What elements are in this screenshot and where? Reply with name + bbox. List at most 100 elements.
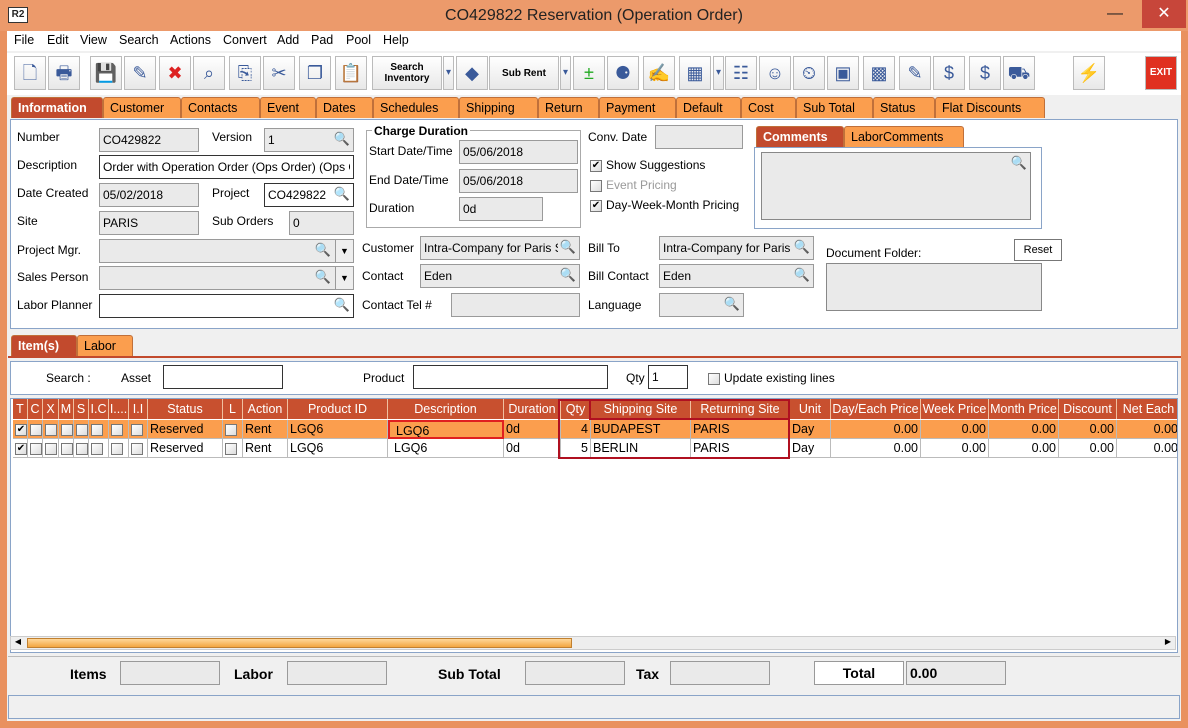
cell-flag-7[interactable] bbox=[129, 420, 148, 439]
checkbox[interactable] bbox=[590, 179, 602, 192]
cell-flag-6[interactable] bbox=[109, 439, 129, 458]
checkbox[interactable] bbox=[61, 442, 73, 455]
update-existing-lines-checkbox[interactable]: Update existing lines bbox=[708, 371, 835, 385]
tab-contacts[interactable]: Contacts bbox=[181, 97, 260, 118]
column-header-10[interactable]: Action bbox=[243, 399, 288, 419]
column-header-2[interactable]: X bbox=[43, 399, 59, 419]
labor-planner-field[interactable]: 🔍 bbox=[99, 294, 354, 318]
scroll-left-icon[interactable]: ◀ bbox=[14, 637, 22, 646]
checkbox[interactable]: ✔ bbox=[590, 159, 602, 172]
money-notes-button[interactable]: $ bbox=[969, 56, 1001, 90]
smiley-button[interactable]: ☺ bbox=[759, 56, 791, 90]
version-field[interactable]: 1 🔍 bbox=[264, 128, 354, 152]
cell-flag-3[interactable] bbox=[59, 420, 74, 439]
language-field[interactable]: 🔍 bbox=[659, 293, 744, 317]
tab-shipping[interactable]: Shipping bbox=[459, 97, 538, 118]
start-field[interactable]: 05/06/2018 bbox=[459, 140, 578, 164]
dropdown-button[interactable]: ▾ bbox=[713, 56, 724, 90]
checkbox[interactable] bbox=[76, 442, 88, 455]
search-icon[interactable]: 🔍 bbox=[793, 267, 810, 282]
cell-L[interactable] bbox=[223, 439, 243, 458]
table-row[interactable] bbox=[13, 420, 1177, 439]
grid-chart-button[interactable]: ▩ bbox=[863, 56, 895, 90]
column-header-0[interactable]: T bbox=[13, 399, 28, 419]
column-header-4[interactable]: S bbox=[74, 399, 89, 419]
search-icon[interactable]: 🔍 bbox=[559, 267, 576, 282]
checkbox[interactable] bbox=[225, 423, 237, 436]
menu-edit[interactable]: Edit bbox=[47, 33, 69, 47]
cell-flag-1[interactable] bbox=[28, 420, 43, 439]
tab-sub-total[interactable]: Sub Total bbox=[796, 97, 873, 118]
comments-tab-1[interactable]: LaborComments bbox=[844, 126, 964, 147]
column-header-22[interactable]: Net Each bbox=[1117, 399, 1177, 419]
column-header-19[interactable]: Week Price bbox=[921, 399, 989, 419]
search-icon[interactable]: 🔍 bbox=[333, 186, 350, 201]
cell-flag-2[interactable] bbox=[43, 420, 59, 439]
tab-information[interactable]: Information bbox=[11, 97, 103, 118]
save-button[interactable]: 💾 bbox=[90, 56, 122, 90]
sales-person-field[interactable]: 🔍 ▼ bbox=[99, 266, 354, 290]
site-field[interactable]: PARIS bbox=[99, 211, 199, 235]
column-header-11[interactable]: Product ID bbox=[288, 399, 388, 419]
search-icon[interactable]: 🔍 bbox=[333, 297, 350, 312]
tab-customer[interactable]: Customer bbox=[103, 97, 181, 118]
checkbox[interactable] bbox=[61, 423, 73, 436]
column-header-21[interactable]: Discount bbox=[1059, 399, 1117, 419]
copy-transfer-button[interactable]: ⎘ bbox=[229, 56, 261, 90]
dropdown-button[interactable]: ▾ bbox=[443, 56, 454, 90]
tab-flat-discounts[interactable]: Flat Discounts bbox=[935, 97, 1045, 118]
tab-payment[interactable]: Payment bbox=[599, 97, 676, 118]
column-header-16[interactable]: Returning Site bbox=[691, 399, 790, 419]
edit-pencil-button[interactable]: ✎ bbox=[124, 56, 156, 90]
cell-flag-6[interactable] bbox=[109, 420, 129, 439]
exit-button[interactable]: EXIT bbox=[1145, 56, 1177, 90]
cut-button[interactable]: ✂ bbox=[263, 56, 295, 90]
clock-notes-button[interactable]: ⏲ bbox=[793, 56, 825, 90]
document-folder-box[interactable] bbox=[826, 263, 1042, 311]
chevron-down-icon[interactable]: ▼ bbox=[335, 240, 353, 262]
scroll-right-icon[interactable]: ▶ bbox=[1164, 637, 1172, 646]
column-header-6[interactable]: I.... bbox=[109, 399, 129, 419]
checkbox[interactable]: ✔ bbox=[15, 423, 27, 436]
menu-help[interactable]: Help bbox=[383, 33, 409, 47]
cell-flag-1[interactable] bbox=[28, 439, 43, 458]
form-edit-button[interactable]: ✎ bbox=[899, 56, 931, 90]
checkbox[interactable] bbox=[30, 423, 42, 436]
menu-search[interactable]: Search bbox=[119, 33, 159, 47]
cell-flag-7[interactable] bbox=[129, 439, 148, 458]
column-header-13[interactable]: Duration bbox=[504, 399, 561, 419]
calendar-button[interactable]: ▦ bbox=[679, 56, 711, 90]
reset-button[interactable]: Reset bbox=[1014, 239, 1062, 261]
column-header-14[interactable]: Qty bbox=[561, 399, 591, 419]
search-icon[interactable]: 🔍 bbox=[333, 131, 350, 146]
checkbox[interactable] bbox=[225, 442, 237, 455]
column-header-8[interactable]: Status bbox=[148, 399, 223, 419]
cell-flag-0[interactable]: ✔ bbox=[13, 439, 28, 458]
binoculars-button[interactable]: ⌕ bbox=[193, 56, 225, 90]
tab-dates[interactable]: Dates bbox=[316, 97, 373, 118]
cell-flag-3[interactable] bbox=[59, 439, 74, 458]
delivery-truck-button[interactable]: ⛟ bbox=[1003, 56, 1035, 90]
tab-status[interactable]: Status bbox=[873, 97, 935, 118]
money-arrow-button[interactable]: $ bbox=[933, 56, 965, 90]
tab-default[interactable]: Default bbox=[676, 97, 741, 118]
tab-event[interactable]: Event bbox=[260, 97, 316, 118]
printer-3d-button[interactable]: ▣ bbox=[827, 56, 859, 90]
column-header-3[interactable]: M bbox=[59, 399, 74, 419]
column-header-15[interactable]: Shipping Site bbox=[591, 399, 691, 419]
print-button[interactable]: 🖶 bbox=[48, 56, 80, 90]
checkbox[interactable] bbox=[131, 423, 143, 436]
add-remove-button[interactable]: ± bbox=[573, 56, 605, 90]
customer-field[interactable]: Intra-Company for Paris Site🔍 bbox=[420, 236, 580, 260]
column-header-12[interactable]: Description bbox=[388, 399, 504, 419]
shapes-button[interactable]: ◆ bbox=[456, 56, 488, 90]
dwm-pricing-checkbox[interactable]: ✔ Day-Week-Month Pricing bbox=[590, 198, 739, 212]
comments-tab-0[interactable]: Comments bbox=[756, 126, 844, 147]
search-icon[interactable]: 🔍 bbox=[314, 269, 331, 284]
checkbox[interactable] bbox=[76, 423, 88, 436]
cell-flag-0[interactable]: ✔ bbox=[13, 420, 28, 439]
conv-date-field[interactable] bbox=[655, 125, 743, 149]
search-inventory-button[interactable]: Search Inventory bbox=[372, 56, 442, 90]
bill-to-field[interactable]: Intra-Company for Paris Site🔍 bbox=[659, 236, 814, 260]
tab-schedules[interactable]: Schedules bbox=[373, 97, 459, 118]
